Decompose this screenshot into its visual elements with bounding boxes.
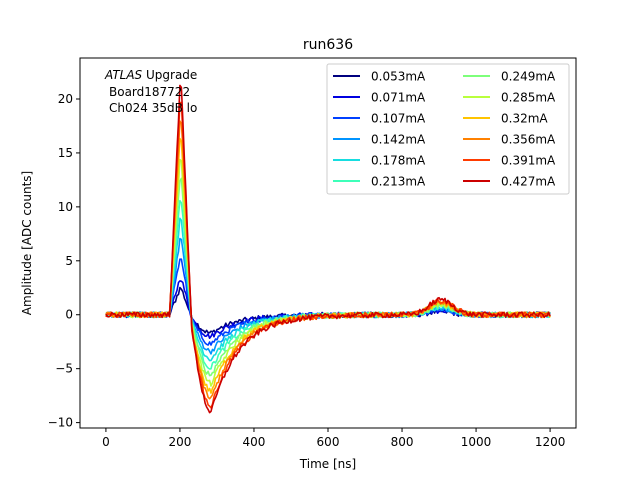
legend-label: 0.356mA xyxy=(501,133,556,147)
x-axis-label: Time [ns] xyxy=(299,457,356,471)
x-tick-label: 200 xyxy=(168,435,191,449)
legend-label: 0.427mA xyxy=(501,175,556,189)
svg-text:ATLAS Upgrade: ATLAS Upgrade xyxy=(104,68,197,82)
plot-area xyxy=(105,84,551,414)
channel-label: Ch024 35dB lo xyxy=(109,101,197,115)
upgrade-label: Upgrade xyxy=(142,68,197,82)
x-tick-label: 0 xyxy=(102,435,110,449)
legend-label: 0.053mA xyxy=(371,70,426,84)
atlas-annotation: ATLAS Upgrade Board187722 Ch024 35dB lo xyxy=(104,68,197,115)
legend-label: 0.32mA xyxy=(501,112,548,126)
x-axis: 0 200 400 600 800 1000 1200 xyxy=(102,428,565,449)
legend-label: 0.213mA xyxy=(371,175,426,189)
x-tick-label: 600 xyxy=(317,435,340,449)
legend-label: 0.178mA xyxy=(371,154,426,168)
y-tick-label: 0 xyxy=(65,308,73,322)
series-line xyxy=(105,84,551,414)
legend-label: 0.391mA xyxy=(501,154,556,168)
legend-label: 0.107mA xyxy=(371,112,426,126)
y-axis: −10 −5 0 5 10 15 20 xyxy=(48,92,80,430)
x-tick-label: 800 xyxy=(391,435,414,449)
legend: 0.053mA 0.071mA 0.107mA 0.142mA 0.178mA 0.213… xyxy=(326,63,570,195)
y-tick-label: −10 xyxy=(48,416,73,430)
atlas-label: ATLAS xyxy=(104,68,143,82)
legend-box xyxy=(326,63,570,195)
y-tick-label: −5 xyxy=(55,362,73,376)
legend-label: 0.249mA xyxy=(501,70,556,84)
legend-label: 0.071mA xyxy=(371,91,426,105)
y-tick-label: 20 xyxy=(58,92,73,106)
legend-label: 0.142mA xyxy=(371,133,426,147)
x-tick-label: 1200 xyxy=(535,435,566,449)
y-tick-label: 10 xyxy=(58,200,73,214)
legend-label: 0.285mA xyxy=(501,91,556,105)
x-tick-label: 1000 xyxy=(461,435,492,449)
board-label: Board187722 xyxy=(109,85,190,99)
y-tick-label: 15 xyxy=(58,146,73,160)
chart-title: run636 xyxy=(303,37,353,53)
y-axis-label: Amplitude [ADC counts] xyxy=(20,171,34,315)
y-tick-label: 5 xyxy=(65,254,73,268)
x-tick-label: 400 xyxy=(243,435,266,449)
